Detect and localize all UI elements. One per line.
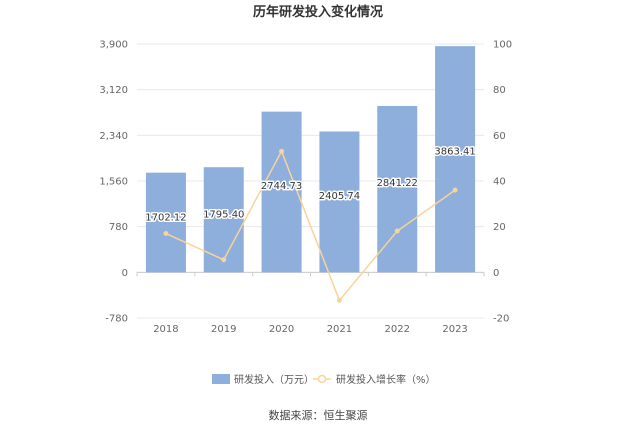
bar-data-label: 3863.41	[434, 147, 475, 158]
line-point	[394, 228, 400, 234]
x-tick-label: 2018	[153, 324, 178, 335]
bar-series	[145, 46, 476, 273]
line-point	[221, 257, 227, 263]
y-right-tick-label: -20	[493, 314, 509, 325]
bar-data-label: 2744.73	[261, 181, 302, 192]
bar-data-label: 2405.74	[319, 191, 360, 202]
y-left-tick-label: 1,560	[99, 177, 128, 188]
y-right-tick-label: 20	[493, 222, 506, 233]
bar	[261, 111, 302, 273]
legend-label-line: 研发投入增长率（%）	[336, 373, 436, 386]
y-left-tick-label: 3,120	[99, 85, 128, 96]
x-tick-label: 2023	[442, 324, 467, 335]
bar-data-label: 1702.12	[145, 213, 186, 224]
bar	[145, 172, 186, 273]
y-axis-left: -780 0 780 1,560 2,340 3,120 3,900	[99, 40, 128, 325]
y-right-tick-label: 0	[493, 268, 499, 279]
y-left-tick-label: 780	[109, 222, 128, 233]
x-tick-label: 2019	[211, 324, 236, 335]
bar-data-labels: 1702.12 1795.40 2744.73 2405.74 2841.22 3863.…	[144, 145, 478, 225]
y-left-tick-label: 0	[122, 268, 128, 279]
y-right-tick-label: 60	[493, 131, 506, 142]
chart-title: 历年研发投入变化情况	[253, 4, 383, 20]
grid	[137, 43, 484, 319]
bar	[319, 131, 360, 273]
y-left-tick-label: 3,900	[99, 40, 128, 51]
legend-label-bar: 研发投入（万元）	[234, 373, 314, 386]
x-tick-label: 2020	[269, 324, 294, 335]
bar	[203, 167, 244, 273]
x-axis: 2018 2019 2020 2021 2022 2023	[136, 271, 485, 335]
line-point	[163, 231, 169, 237]
y-right-tick-label: 40	[493, 177, 506, 188]
x-tick-label: 2021	[327, 324, 352, 335]
y-right-tick-label: 100	[493, 40, 512, 51]
y-axis-right: -20 0 20 40 60 80 100	[493, 40, 512, 325]
bar-data-label: 1795.40	[203, 210, 244, 221]
legend-swatch-line-dot	[317, 374, 327, 384]
y-left-tick-label: -780	[105, 314, 128, 325]
bar-data-label: 2841.22	[377, 178, 418, 189]
line-point	[452, 187, 458, 193]
source-note: 数据来源：恒生聚源	[269, 408, 368, 422]
growth-line	[165, 149, 456, 302]
bar	[435, 46, 476, 273]
line-point	[336, 297, 342, 303]
bar	[377, 105, 418, 273]
line-point	[279, 148, 285, 154]
x-tick-label: 2022	[385, 324, 410, 335]
legend: 研发投入（万元） 研发投入增长率（%）	[212, 373, 436, 386]
y-right-tick-label: 80	[493, 85, 506, 96]
y-left-tick-label: 2,340	[99, 131, 128, 142]
line-series	[163, 148, 458, 303]
legend-swatch-bar	[212, 374, 230, 384]
